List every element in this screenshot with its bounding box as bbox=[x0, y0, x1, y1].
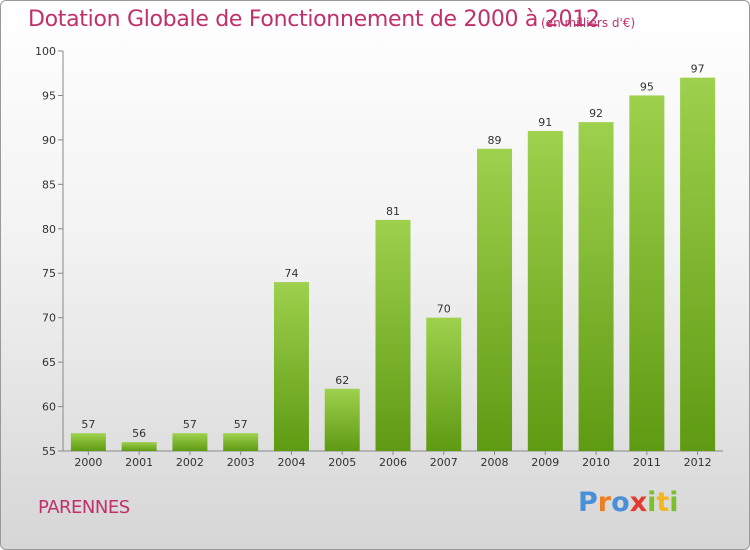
y-tick-label: 75 bbox=[42, 267, 56, 280]
commune-name: PARENNES bbox=[38, 497, 130, 518]
y-tick-label: 80 bbox=[42, 223, 56, 236]
data-label: 95 bbox=[640, 80, 654, 93]
data-label: 74 bbox=[284, 267, 298, 280]
proxiti-logo[interactable]: Proxiti bbox=[578, 487, 679, 518]
data-label: 57 bbox=[81, 418, 95, 431]
chart-labels: 57 2000 56 2001 57 2002 57 2003 74 2004 62 2005 81 20… bbox=[74, 63, 711, 469]
data-label: 89 bbox=[488, 134, 502, 147]
bar-2012 bbox=[680, 77, 716, 452]
y-tick-label: 65 bbox=[42, 356, 56, 369]
data-label: 62 bbox=[335, 374, 349, 387]
data-label: 81 bbox=[386, 205, 400, 218]
x-tick-label: 2007 bbox=[430, 456, 458, 469]
x-tick-label: 2001 bbox=[125, 456, 153, 469]
x-tick-label: 2008 bbox=[481, 456, 509, 469]
data-label: 57 bbox=[234, 418, 248, 431]
y-tick-label: 85 bbox=[42, 178, 56, 191]
x-tick-label: 2006 bbox=[379, 456, 407, 469]
y-tick-label: 60 bbox=[42, 401, 56, 414]
bar-2011 bbox=[629, 95, 665, 451]
x-tick-label: 2012 bbox=[684, 456, 712, 469]
bar-2008 bbox=[477, 148, 513, 451]
bar-2006 bbox=[375, 219, 411, 451]
x-tick-label: 2004 bbox=[277, 456, 305, 469]
bar-2003 bbox=[223, 433, 259, 451]
x-tick-label: 2010 bbox=[582, 456, 610, 469]
data-label: 56 bbox=[132, 427, 146, 440]
data-label: 97 bbox=[691, 63, 705, 76]
x-tick-label: 2011 bbox=[633, 456, 661, 469]
x-tick-label: 2002 bbox=[176, 456, 204, 469]
bar-2005 bbox=[324, 388, 360, 451]
y-tick-label: 55 bbox=[42, 445, 56, 458]
data-label: 57 bbox=[183, 418, 197, 431]
x-tick-label: 2009 bbox=[531, 456, 559, 469]
y-tick-label: 95 bbox=[42, 89, 56, 102]
y-tick-label: 100 bbox=[35, 45, 56, 58]
data-label: 70 bbox=[437, 303, 451, 316]
bar-2000 bbox=[70, 433, 106, 451]
x-tick-label: 2000 bbox=[74, 456, 102, 469]
data-label: 92 bbox=[589, 107, 603, 120]
bar-2001 bbox=[121, 442, 157, 451]
bar-2007 bbox=[426, 317, 462, 451]
bar-2002 bbox=[172, 433, 208, 451]
x-tick-label: 2003 bbox=[227, 456, 255, 469]
chart-subtitle: (en milliers d'€) bbox=[541, 16, 636, 30]
bar-2009 bbox=[527, 131, 563, 451]
data-label: 91 bbox=[538, 116, 552, 129]
bar-2004 bbox=[273, 282, 309, 451]
y-tick-label: 90 bbox=[42, 134, 56, 147]
chart-title: Dotation Globale de Fonctionnement de 20… bbox=[28, 7, 600, 32]
y-tick-label: 70 bbox=[42, 312, 56, 325]
x-tick-label: 2005 bbox=[328, 456, 356, 469]
bar-2010 bbox=[578, 122, 614, 451]
chart-bars bbox=[70, 77, 716, 452]
